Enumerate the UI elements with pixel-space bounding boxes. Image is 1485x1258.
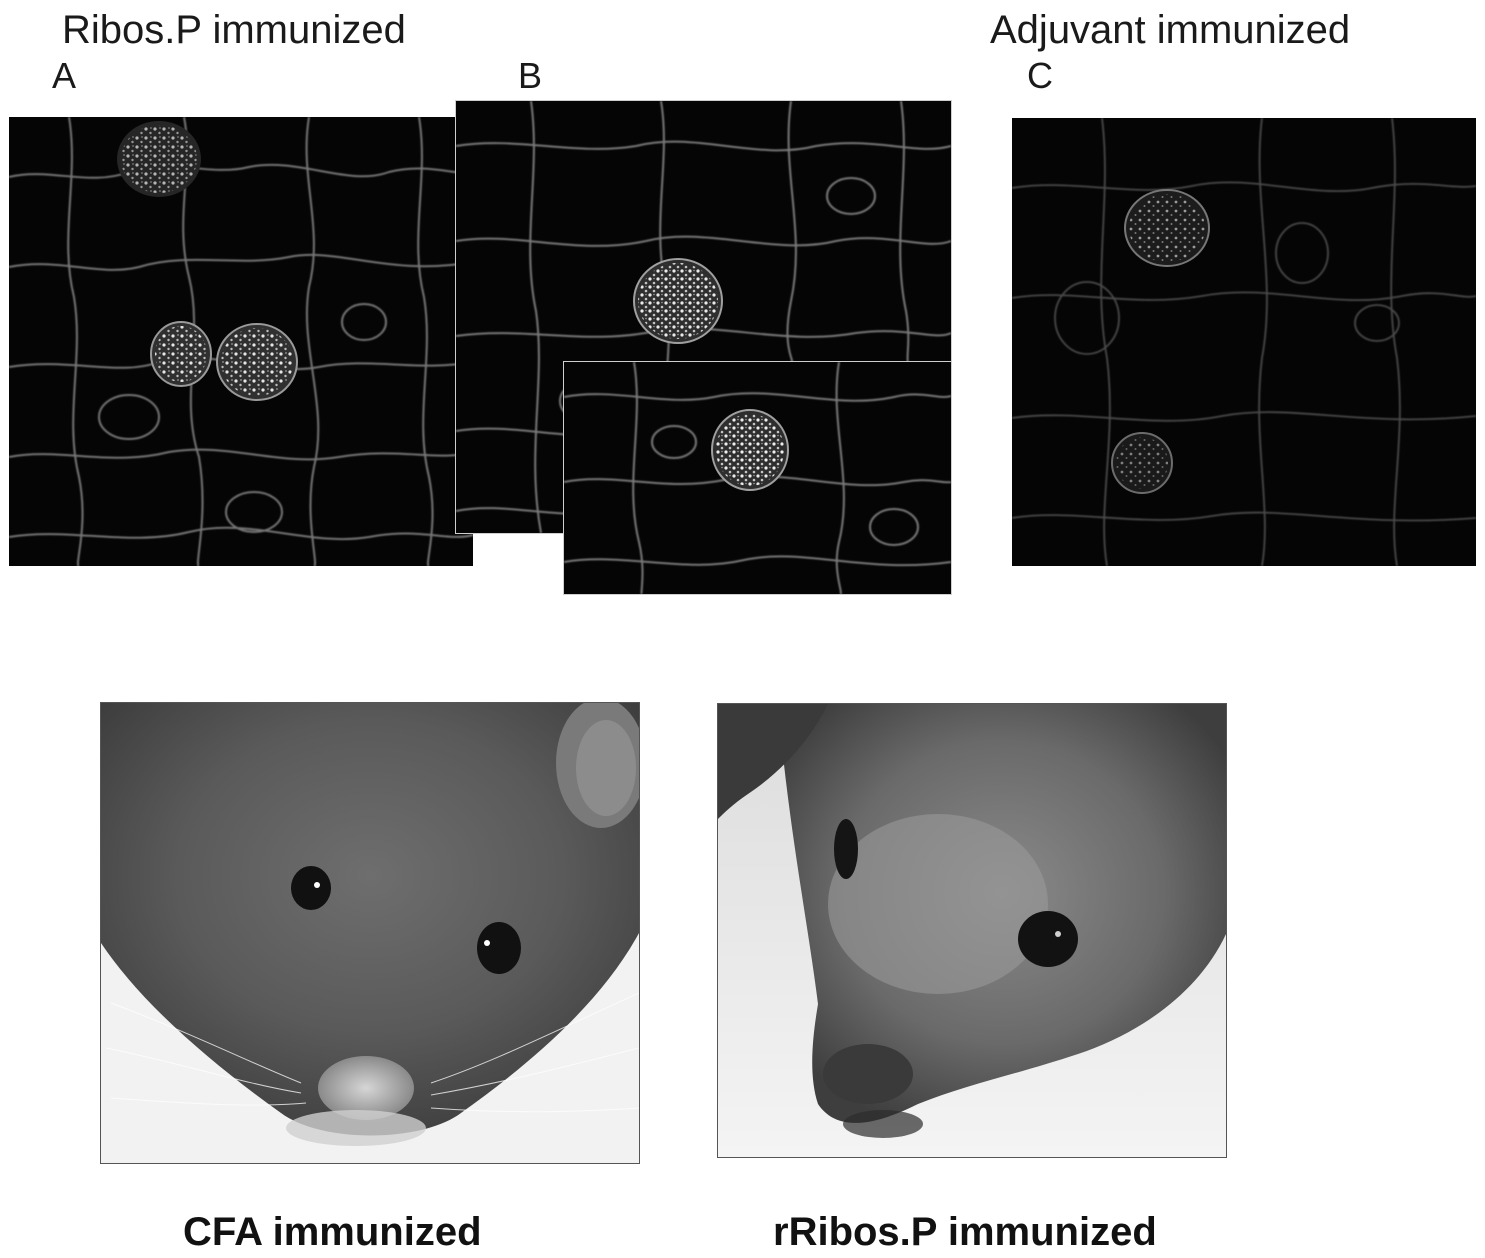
panel-label-b: B xyxy=(518,55,543,96)
cfa-immunized-mouse-photo xyxy=(100,702,640,1164)
rribos-p-immunized-mouse-photo xyxy=(717,703,1227,1158)
micrograph-panel-c xyxy=(1012,118,1476,566)
cfa-immunized-caption: CFA immunized xyxy=(183,1210,482,1254)
panel-label-a: A xyxy=(52,55,77,96)
adjuvant-immunized-heading: Adjuvant immunized xyxy=(990,8,1351,52)
micrograph-panel-b xyxy=(455,100,952,534)
micrograph-panel-b-inset xyxy=(563,361,952,595)
rribos-p-immunized-caption: rRibos.P immunized xyxy=(773,1210,1157,1254)
panel-label-c: C xyxy=(1027,55,1053,96)
micrograph-panel-a xyxy=(9,117,473,566)
ribos-p-immunized-heading: Ribos.P immunized xyxy=(62,8,406,52)
